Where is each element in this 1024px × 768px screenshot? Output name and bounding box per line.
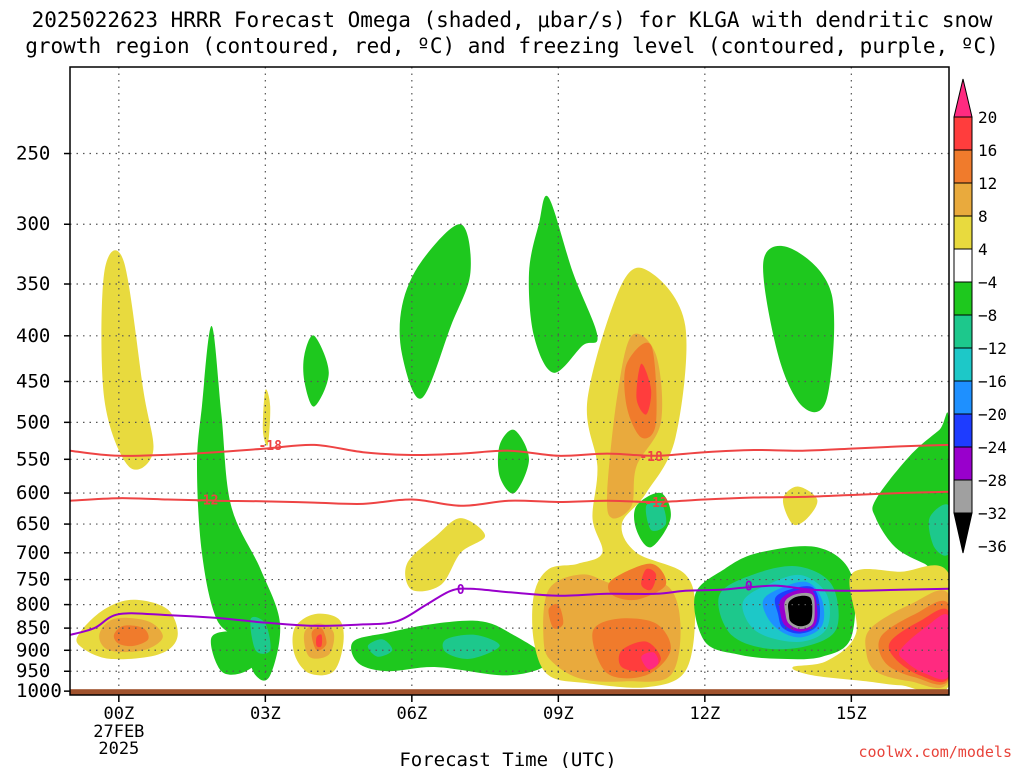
colorbar-label-13: −36 xyxy=(978,537,1007,556)
colorbar-label-6: −8 xyxy=(978,306,997,325)
omega-region-12-3 xyxy=(113,625,149,647)
colorbar-label-4: 4 xyxy=(978,240,988,259)
omega-region-20-30 xyxy=(641,652,659,670)
colorbar-label-7: −12 xyxy=(978,339,1007,358)
omega-region-16-12 xyxy=(316,634,323,648)
x-tick-label-09Z: 09Z xyxy=(543,704,574,724)
contour-label--18: -18 xyxy=(258,439,282,454)
colorbar-cell-4 xyxy=(953,215,973,250)
contour-label--12: -12 xyxy=(195,493,218,508)
y-tick-label-250: 250 xyxy=(16,143,50,165)
colorbar-cell-2 xyxy=(953,149,973,184)
y-tick-label-900: 900 xyxy=(16,639,50,661)
omega-region-neg36-42 xyxy=(788,595,813,627)
colorbar-label-3: 8 xyxy=(978,207,988,226)
omega-region-neg4-8 xyxy=(303,335,329,407)
ground-surface xyxy=(70,689,949,695)
x-tick-label-00Z: 00Z xyxy=(103,704,134,724)
contour-label-0: 0 xyxy=(457,583,465,598)
colorbar-label-2: 12 xyxy=(978,174,997,193)
omega-region-20-49 xyxy=(898,614,949,680)
colorbar-label-11: −28 xyxy=(978,471,1007,490)
chart-title-line-2: growth region (contoured, red, ºC) and f… xyxy=(25,34,999,58)
y-tick-label-700: 700 xyxy=(16,542,50,564)
omega-region-4-7 xyxy=(262,389,271,446)
omega-region-neg4-18 xyxy=(497,429,529,494)
contour--18 xyxy=(70,443,949,457)
x-tick-label-06Z: 06Z xyxy=(396,704,427,724)
y-tick-label-800: 800 xyxy=(16,594,50,616)
colorbar-label-12: −32 xyxy=(978,504,1007,523)
contour-label--12b: -12 xyxy=(644,496,667,511)
colorbar-cell-10 xyxy=(953,413,973,448)
y-tick-label-400: 400 xyxy=(16,325,50,347)
omega-region-neg4-4 xyxy=(197,325,281,681)
contour--12 xyxy=(70,490,949,507)
omega-region-neg4-43 xyxy=(872,412,949,584)
omega-region-neg4-33 xyxy=(763,245,835,413)
contour-label-0b: 0 xyxy=(745,580,753,595)
y-tick-label-500: 500 xyxy=(16,411,50,433)
y-tick-label-850: 850 xyxy=(16,617,50,639)
colorbar-label-9: −20 xyxy=(978,405,1007,424)
x-tick-sublabel-1: 2025 xyxy=(98,739,139,759)
x-tick-label-12Z: 12Z xyxy=(689,704,720,724)
colorbar-cell-7 xyxy=(953,314,973,349)
y-tick-label-550: 550 xyxy=(16,448,50,470)
colorbar-cell-3 xyxy=(953,182,973,217)
contour-label--18b: -18 xyxy=(639,450,663,465)
omega-region-neg8-16 xyxy=(367,639,393,657)
omega-region-neg4-5 xyxy=(210,631,266,675)
chart-title-line-1: 2025022623 HRRR Forecast Omega (shaded, … xyxy=(31,8,993,32)
omega-region-neg8-17 xyxy=(442,634,500,659)
colorbar-label-8: −16 xyxy=(978,372,1007,391)
colorbar-cell-12 xyxy=(953,479,973,514)
y-tick-label-300: 300 xyxy=(16,213,50,235)
colorbar-top-arrow xyxy=(953,78,973,118)
contour-0 xyxy=(70,584,949,636)
y-tick-label-600: 600 xyxy=(16,482,50,504)
source-credit: coolwx.com/models xyxy=(858,743,1012,761)
y-tick-label-950: 950 xyxy=(16,660,50,682)
colorbar-label-5: −4 xyxy=(978,273,997,292)
x-tick-label-15Z: 15Z xyxy=(836,704,867,724)
omega-region-neg8-32 xyxy=(645,501,667,532)
omega-region-4-34 xyxy=(782,486,818,526)
omega-region-neg4-13 xyxy=(399,224,471,399)
x-axis-label: Forecast Time (UTC) xyxy=(399,749,616,768)
colorbar-label-1: 16 xyxy=(978,141,997,160)
y-tick-label-1000: 1000 xyxy=(16,680,62,702)
colorbar-cell-6 xyxy=(953,281,973,316)
x-tick-sublabel-0: 27FEB xyxy=(93,722,144,742)
colorbar-cell-5 xyxy=(953,248,973,283)
colorbar-label-0: 20 xyxy=(978,108,997,127)
colorbar-cell-11 xyxy=(953,446,973,481)
colorbar-cell-9 xyxy=(953,380,973,415)
colorbar-label-10: −24 xyxy=(978,438,1007,457)
colorbar-cell-8 xyxy=(953,347,973,382)
omega-region-12-26 xyxy=(548,603,564,629)
omega-region-16-27 xyxy=(636,363,652,415)
colorbar-cell-1 xyxy=(953,116,973,151)
y-tick-label-650: 650 xyxy=(16,513,50,535)
omega-region-neg8-44 xyxy=(928,504,949,556)
y-tick-label-350: 350 xyxy=(16,273,50,295)
x-tick-label-03Z: 03Z xyxy=(250,704,281,724)
omega-region-4-0 xyxy=(101,250,154,470)
y-tick-label-750: 750 xyxy=(16,569,50,591)
y-tick-label-450: 450 xyxy=(16,370,50,392)
omega-region-neg4-19 xyxy=(528,195,598,373)
omega-region-4-14 xyxy=(405,518,486,592)
colorbar-bottom-arrow xyxy=(953,512,973,554)
